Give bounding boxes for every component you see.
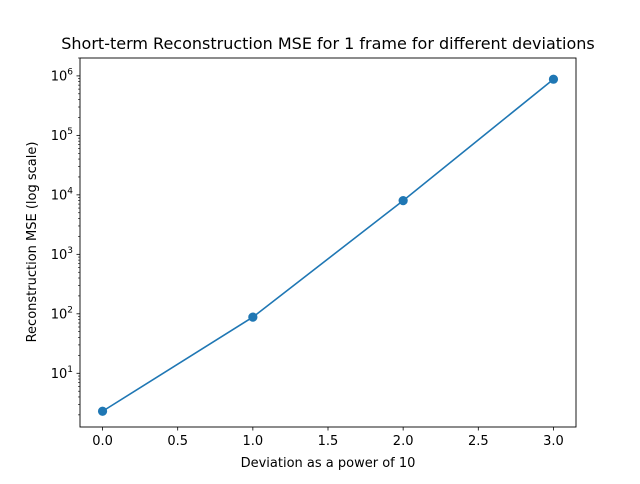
data-point [548, 74, 559, 84]
axes-frame [79, 57, 577, 428]
x-tick-label: 1.5 [318, 434, 339, 449]
y-axis-label: Reconstruction MSE (log scale) [25, 142, 40, 343]
x-axis-label: Deviation as a power of 10 [241, 456, 416, 471]
y-tick-label: 105 [51, 127, 73, 144]
y-tick-label: 102 [51, 305, 73, 322]
x-tick-label: 0.0 [92, 434, 113, 449]
plot-area: 101 102 103 104 105 106 0.0 0.5 1.0 1.5 2.0 2.5 3.0 [51, 57, 577, 449]
data-point [97, 406, 108, 416]
y-tick-label: 106 [51, 67, 74, 84]
x-tick-label: 0.5 [167, 434, 188, 449]
y-tick-label: 103 [51, 246, 73, 263]
x-tick-label: 2.5 [468, 434, 489, 449]
x-tick-label: 3.0 [543, 434, 564, 449]
y-tick-label: 104 [51, 186, 74, 203]
y-tick-label: 101 [51, 365, 73, 382]
series-line [102, 78, 554, 412]
chart-title: Short-term Reconstruction MSE for 1 fram… [61, 34, 595, 53]
data-point [248, 312, 258, 322]
x-tick-label: 1.0 [243, 434, 264, 449]
x-tick-label: 2.0 [393, 434, 414, 449]
data-point [398, 196, 408, 206]
